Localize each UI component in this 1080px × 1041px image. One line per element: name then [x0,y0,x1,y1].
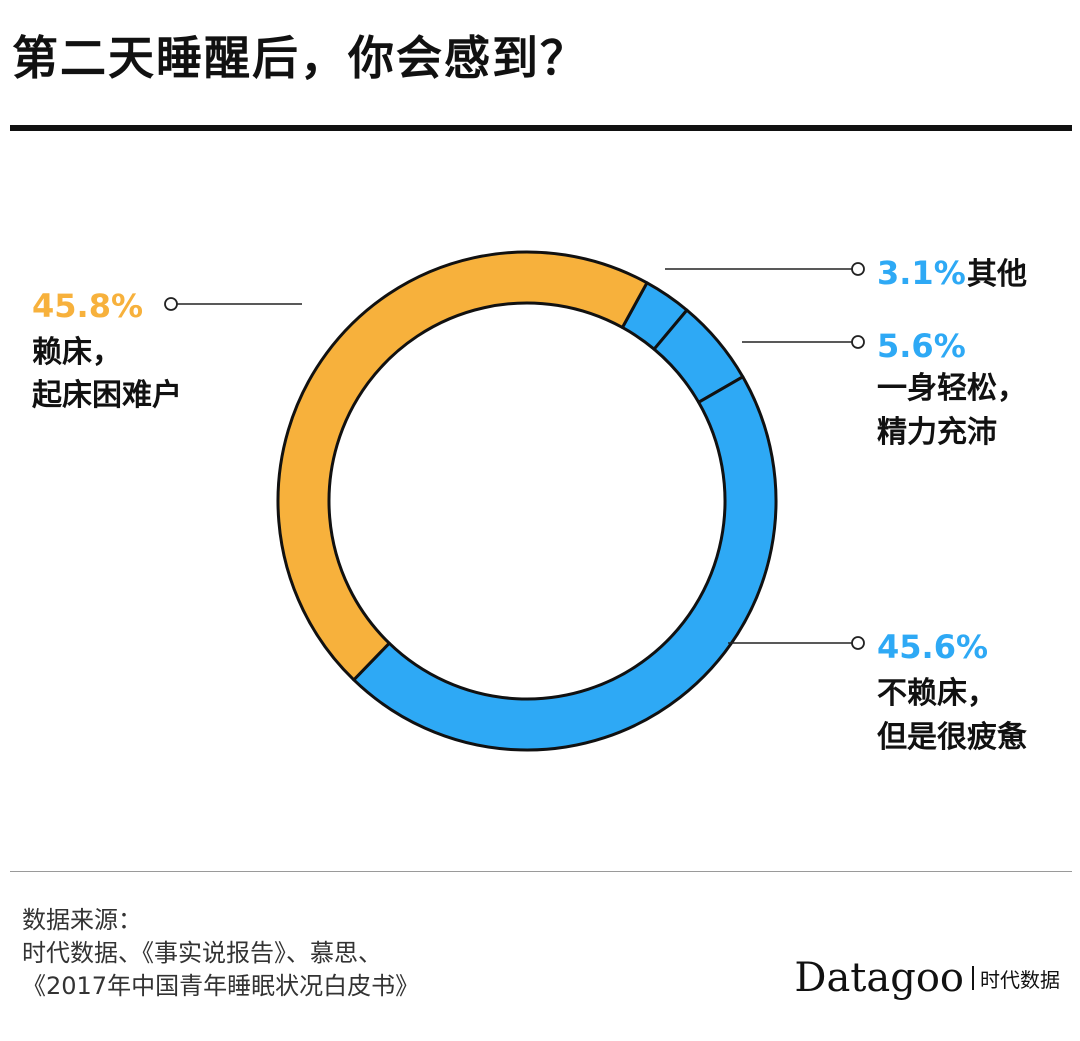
slice-percent-label-4: 45.8% [32,287,143,325]
slice-category-label-4-line-2: 起床困难户 [32,378,182,413]
brand-name: Datagoo [794,955,964,1001]
slice-category-label-3-line-2: 但是很疲惫 [877,720,1027,755]
callout-marker-4 [164,297,178,311]
slice-percent-label-3: 45.6% [877,628,988,666]
donut-slice-3 [352,375,778,752]
callout-marker-1 [851,262,865,276]
slice-category-label-3-line-1: 不赖床， [877,676,997,711]
page-title: 第二天睡醒后，你会感到？ [12,31,588,85]
callout-marker-2 [851,335,865,349]
callout-marker-3 [851,636,865,650]
slice-percent-label-2: 5.6% [877,327,966,365]
donut-slice-4 [276,250,649,682]
slice-category-label-1: 其他 [967,257,1027,292]
brand-separator [972,966,974,990]
source-line-2: 时代数据、《事实说报告》、慕思、 [22,939,382,967]
title-divider [10,125,1072,131]
slice-category-label-2-line-1: 一身轻松， [877,371,1027,406]
slice-category-label-4-line-1: 赖床， [32,335,122,370]
slice-category-label-2-line-2: 精力充沛 [877,415,997,450]
footer-divider [10,871,1072,872]
brand-logo: Datagoo 时代数据 [794,955,1060,1001]
source-line-1: 数据来源： [22,906,142,934]
data-source: 数据来源： 时代数据、《事实说报告》、慕思、 《2017年中国青年睡眠状况白皮书… [22,904,419,1003]
slice-percent-label-1: 3.1% [877,254,966,292]
brand-subtitle: 时代数据 [980,967,1060,992]
donut-chart: 3.1% 其他5.6% 一身轻松， 精力充沛 45.6% 不赖床， 但是很疲惫 45.8% 赖床… [32,250,1027,755]
source-line-3: 《2017年中国青年睡眠状况白皮书》 [22,972,420,1000]
